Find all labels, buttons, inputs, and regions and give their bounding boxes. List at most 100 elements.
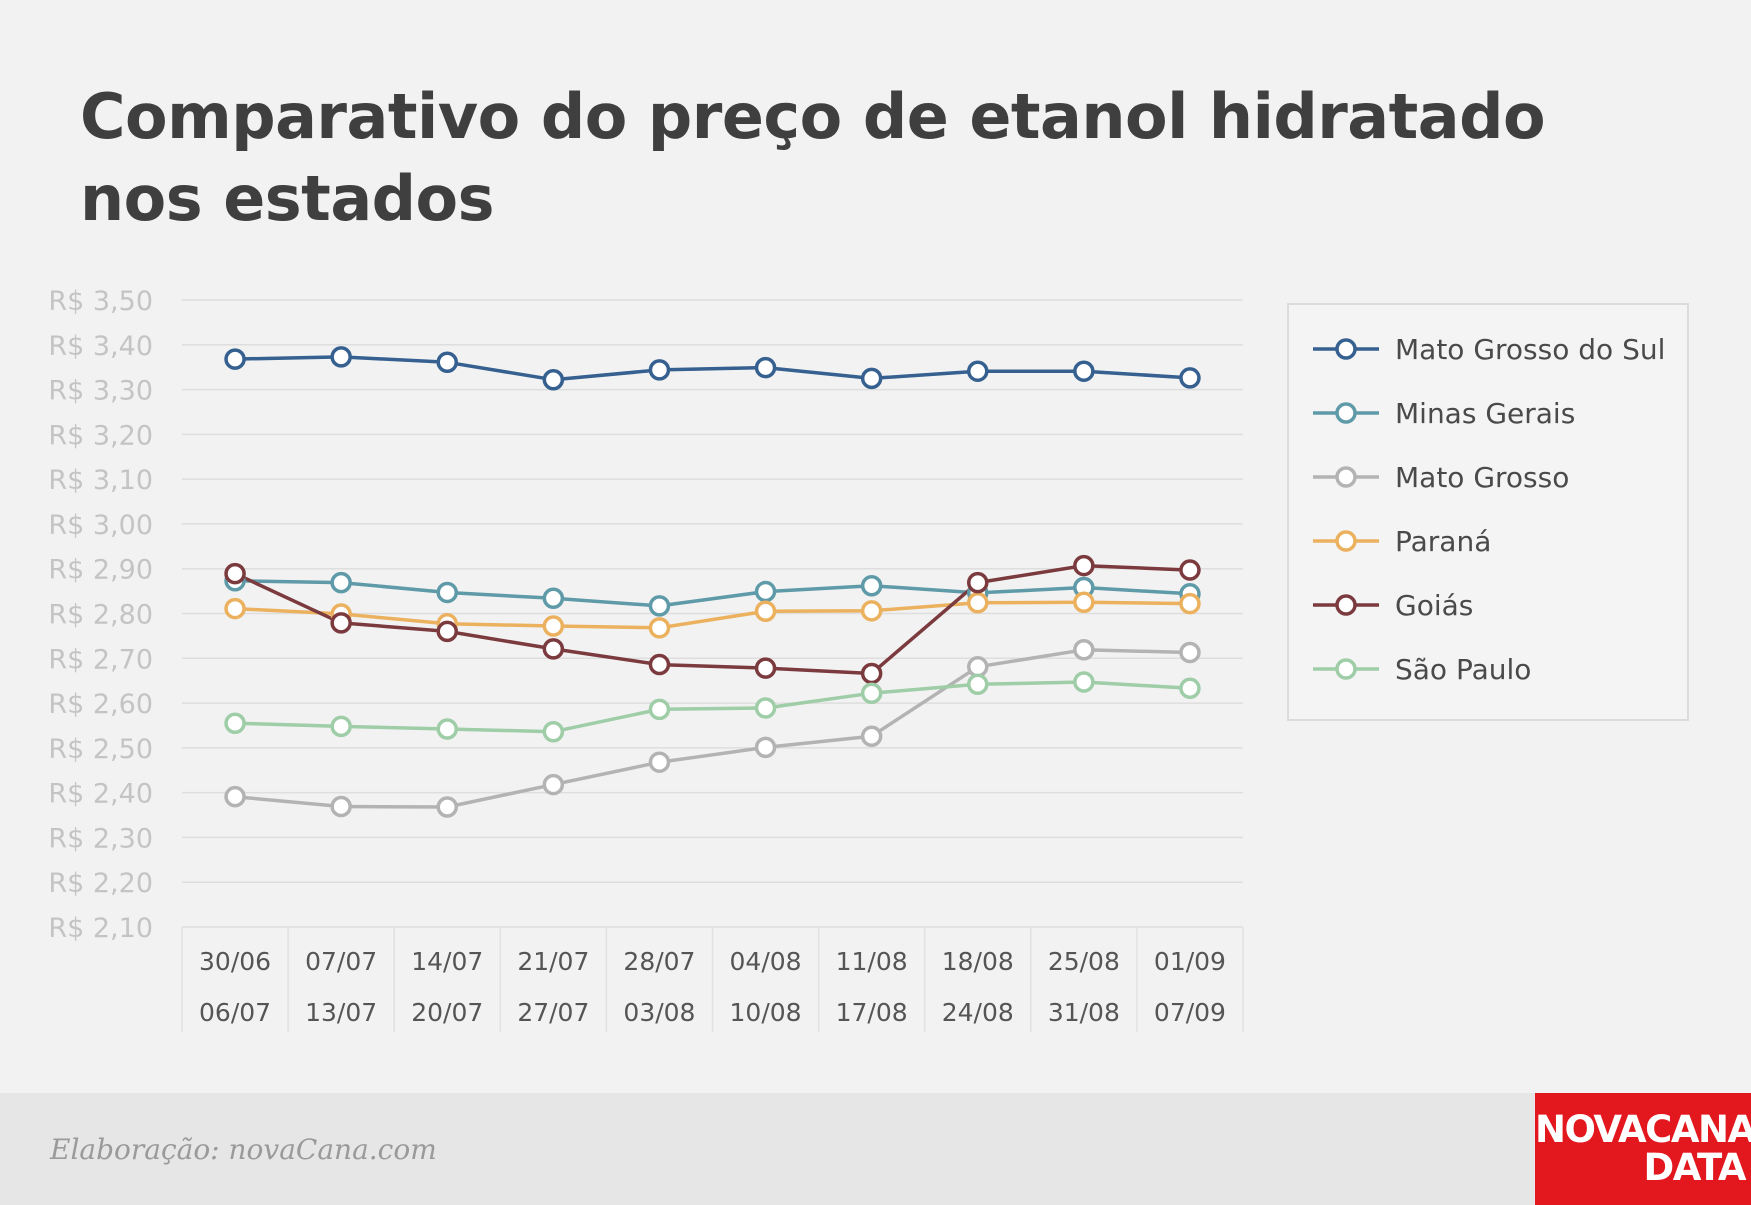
footer: Elaboração: novaCana.com NOVACANA DATA (0, 1093, 1751, 1205)
y-tick-label: R$ 2,50 (48, 734, 153, 765)
data-point-parana (648, 617, 671, 639)
x-tick-label-end: 24/08 (942, 998, 1014, 1027)
data-point-goias (648, 653, 671, 676)
data-point-mato-grosso (436, 796, 458, 818)
y-tick-label: R$ 3,40 (48, 331, 153, 362)
data-point-mato-grosso-do-sul (967, 360, 989, 382)
data-point-sao-paulo (542, 720, 565, 743)
x-tick-label-end: 07/09 (1154, 998, 1226, 1027)
data-point-mato-grosso-do-sul (436, 351, 458, 374)
data-point-sao-paulo (330, 715, 352, 738)
data-point-parana (754, 600, 777, 623)
y-tick-label: R$ 3,10 (48, 465, 153, 496)
series-points (224, 346, 1201, 818)
legend-item-parana: Paraná (1311, 521, 1491, 561)
legend-swatch (1313, 402, 1379, 424)
x-tick-label-end: 20/07 (411, 998, 483, 1027)
data-point-sao-paulo (860, 682, 883, 704)
legend-item-mato-grosso: Mato Grosso (1311, 457, 1569, 497)
x-tick-label-start: 18/08 (942, 947, 1014, 976)
data-point-mato-grosso (330, 795, 352, 818)
y-tick-label: R$ 2,60 (48, 689, 153, 720)
y-tick-label: R$ 2,80 (48, 600, 153, 631)
data-point-mato-grosso-do-sul (542, 368, 565, 391)
data-point-goias (1179, 559, 1201, 581)
data-point-mato-grosso-do-sul (648, 359, 671, 381)
data-point-goias (754, 657, 777, 679)
data-point-parana (967, 592, 989, 614)
series-line-mato-grosso-do-sul (235, 355, 1191, 382)
legend-label: Paraná (1395, 524, 1492, 558)
y-tick-label: R$ 3,30 (48, 376, 153, 407)
y-tick-label: R$ 2,30 (48, 823, 153, 854)
data-point-minas-gerais (860, 574, 883, 597)
data-point-parana (860, 600, 883, 622)
data-point-minas-gerais (648, 595, 671, 617)
series-lines (234, 355, 1191, 809)
data-point-mato-grosso-do-sul (754, 356, 777, 379)
legend-label: São Paulo (1395, 652, 1532, 686)
x-tick-label-start: 14/07 (411, 947, 483, 976)
x-tick-label-end: 10/08 (730, 998, 802, 1027)
legend-swatch (1313, 466, 1379, 488)
legend-label: Goiás (1395, 588, 1474, 622)
legend-item-minas-gerais: Minas Gerais (1311, 393, 1575, 433)
data-point-mato-grosso (967, 656, 989, 678)
x-axis: 30/06 06/07 07/07 13/07 14/07 20/07 21/07 27/07… (181, 926, 1244, 1032)
series-line-mato-grosso (234, 648, 1190, 809)
data-point-goias (542, 638, 565, 660)
series-line-goias (234, 563, 1190, 676)
data-point-mato-grosso (224, 785, 246, 808)
data-point-mato-grosso-do-sul (860, 367, 883, 390)
legend-item-mato-grosso-do-sul: Mato Grosso do Sul (1311, 329, 1665, 369)
chart-title: Comparativo do preço de etanol hidratado… (80, 76, 1580, 240)
y-tick-label: R$ 2,10 (48, 913, 153, 944)
legend: Mato Grosso do Sul Minas Gerais Mato Gross… (1287, 303, 1689, 721)
data-point-goias (967, 571, 989, 594)
legend-swatch (1313, 530, 1379, 552)
y-tick-label: R$ 3,50 (48, 286, 153, 317)
x-tick-label-end: 06/07 (199, 998, 271, 1027)
data-point-minas-gerais (542, 587, 565, 610)
data-point-parana (1179, 592, 1201, 615)
credit-text: Elaboração: novaCana.com (50, 1133, 437, 1166)
x-tick-label-start: 04/08 (730, 947, 802, 976)
data-point-goias (436, 620, 458, 643)
x-tick-label-start: 30/06 (199, 947, 271, 976)
y-axis: R$ 3,50 R$ 3,40 R$ 3,30 R$ 3,20 R$ 3,10 R$ 3,… (48, 286, 153, 944)
x-tick-label-start: 28/07 (623, 947, 695, 976)
y-tick-label: R$ 2,70 (48, 644, 153, 675)
x-tick-label-start: 01/09 (1154, 947, 1226, 976)
data-point-goias (860, 662, 883, 685)
y-tick-label: R$ 2,20 (48, 868, 153, 899)
x-tick-label-start: 25/08 (1048, 947, 1120, 976)
series-line-minas-gerais (235, 579, 1191, 608)
data-point-mato-grosso (1073, 639, 1095, 661)
data-point-sao-paulo (436, 718, 458, 740)
data-point-goias (224, 562, 246, 585)
x-tick-label-end: 27/07 (517, 998, 589, 1027)
series-line-parana (235, 600, 1190, 630)
data-point-mato-grosso (648, 751, 671, 773)
legend-label: Minas Gerais (1395, 396, 1576, 430)
data-point-parana (542, 615, 565, 637)
legend-swatch (1313, 338, 1379, 360)
logo-line-2: DATA (1643, 1146, 1747, 1189)
data-point-sao-paulo (754, 697, 777, 719)
legend-swatch (1313, 594, 1379, 616)
data-point-mato-grosso (1179, 641, 1201, 664)
legend-swatch (1313, 658, 1379, 680)
data-point-mato-grosso-do-sul (330, 346, 352, 368)
data-point-sao-paulo (224, 712, 246, 734)
x-tick-label-start: 21/07 (517, 947, 589, 976)
data-point-mato-grosso-do-sul (1073, 360, 1095, 382)
data-point-parana (224, 597, 246, 620)
line-chart: R$ 3,50 R$ 3,40 R$ 3,30 R$ 3,20 R$ 3,10 R$ 3,… (48, 286, 1244, 1032)
y-tick-label: R$ 2,90 (48, 555, 153, 586)
logo-line-1: NOVACANA (1535, 1108, 1751, 1151)
data-point-parana (1073, 591, 1095, 614)
data-point-minas-gerais (754, 580, 777, 603)
data-point-goias (330, 612, 352, 634)
x-tick-label-end: 03/08 (623, 998, 695, 1027)
data-point-mato-grosso-do-sul (1179, 367, 1201, 389)
